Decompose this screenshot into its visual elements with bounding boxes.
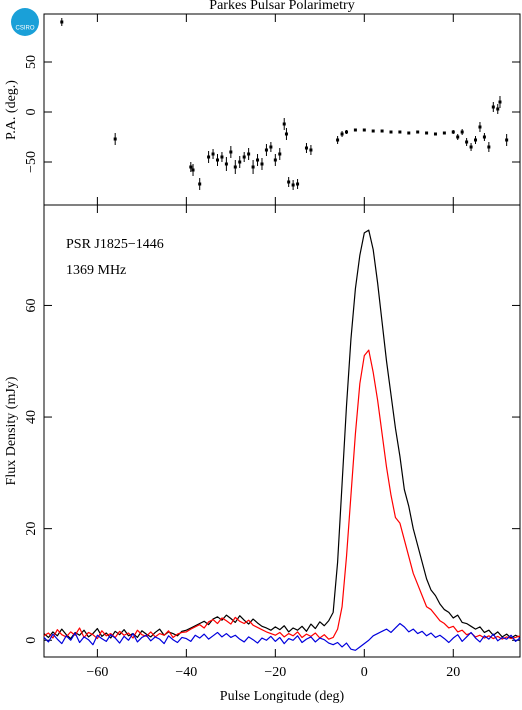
pa-point (465, 140, 469, 144)
pa-point (482, 135, 486, 139)
pa-point (407, 131, 411, 135)
panel-frame (43, 13, 521, 206)
pa-point (336, 138, 340, 142)
pa-point (505, 138, 509, 142)
pa-point (487, 145, 491, 149)
pa-point (273, 158, 277, 162)
pa-point (251, 165, 255, 169)
pa-point (215, 158, 219, 162)
pa-point (433, 132, 437, 136)
profile-line (43, 349, 521, 640)
pa-point (264, 148, 268, 152)
pa-point (442, 131, 446, 135)
pa-point (269, 145, 273, 149)
pa-point (296, 182, 300, 186)
pa-point (389, 130, 393, 134)
pa-point (491, 105, 495, 109)
pa-point (353, 128, 357, 132)
y-tick-label: 50 (24, 55, 39, 69)
pa-point (113, 137, 117, 141)
pa-point (278, 152, 282, 156)
pa-point (340, 132, 344, 136)
pa-point (211, 152, 215, 156)
pa-point (304, 146, 308, 150)
pa-point (474, 138, 478, 142)
pa-point (220, 155, 224, 159)
pa-point (256, 158, 260, 162)
pa-point (291, 183, 295, 187)
annotation: PSR J1825−1446 (66, 237, 164, 252)
pa-point (451, 130, 455, 134)
pa-point (207, 155, 211, 159)
pa-point (362, 128, 366, 132)
pa-point (416, 130, 420, 134)
x-tick-label: −20 (264, 665, 286, 680)
x-axis-label: Pulse Longitude (deg) (220, 689, 345, 704)
y-tick-label: 20 (24, 522, 39, 536)
logo (11, 8, 39, 36)
pa-point (425, 131, 429, 135)
y-axis-label: Flux Density (mJy) (4, 376, 19, 485)
profile-line (43, 622, 521, 651)
pa-point (371, 129, 375, 133)
pa-point (198, 182, 202, 186)
annotation: 1369 MHz (66, 263, 126, 278)
pa-point (229, 150, 233, 154)
pa-point (238, 160, 242, 164)
y-axis-label: P.A. (deg.) (4, 80, 19, 140)
pa-point (456, 135, 460, 139)
pa-point (496, 107, 500, 111)
x-tick-label: −60 (86, 665, 108, 680)
y-tick-label: 60 (24, 298, 39, 312)
profile-line (43, 229, 521, 640)
x-tick-label: −40 (175, 665, 197, 680)
y-tick-label: 40 (24, 410, 39, 424)
y-tick-label: −50 (24, 151, 39, 173)
pa-point (398, 130, 402, 134)
pa-point (380, 129, 384, 133)
pa-point (247, 152, 251, 156)
pa-point (287, 180, 291, 184)
pa-point (260, 162, 264, 166)
pa-point (242, 155, 246, 159)
x-tick-label: 0 (361, 665, 368, 680)
x-tick-label: 20 (446, 665, 460, 680)
pa-point (309, 148, 313, 152)
pa-point (191, 168, 195, 172)
logo-text: CSIRO (15, 26, 34, 32)
chart-title: Parkes Pulsar Polarimetry (209, 0, 354, 13)
pa-point (224, 162, 228, 166)
pa-point (233, 165, 237, 169)
pa-point (60, 20, 64, 24)
pa-point (189, 165, 193, 169)
panel-frame (43, 204, 521, 658)
pa-point (478, 125, 482, 129)
pa-point (284, 132, 288, 136)
y-tick-label: 0 (24, 109, 39, 116)
pa-point (345, 130, 349, 134)
pa-point (282, 122, 286, 126)
y-tick-label: 0 (24, 637, 39, 644)
pa-point (469, 145, 473, 149)
pa-point (498, 100, 502, 104)
pa-point (460, 130, 464, 134)
